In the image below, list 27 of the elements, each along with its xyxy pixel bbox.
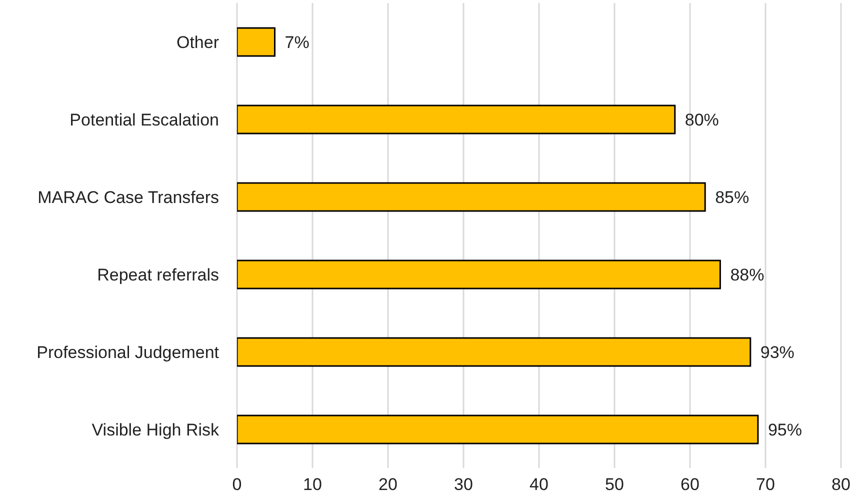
y-tick-label: Potential Escalation [70, 110, 219, 130]
x-tick-label: 40 [530, 475, 548, 494]
x-tick-label: 70 [756, 475, 775, 494]
annotation: 7% [284, 32, 310, 52]
annotation: 85% [715, 188, 750, 207]
y-tick-label: Visible High Risk [92, 420, 220, 440]
bar [237, 414, 759, 444]
annotation: 88% [730, 265, 764, 284]
x-tick-label: 80 [832, 475, 850, 494]
x-tick-label: 60 [680, 475, 700, 494]
annotation: 80% [684, 110, 719, 130]
x-tick-label: 0 [232, 475, 242, 494]
y-tick-label: Other [176, 32, 220, 52]
y-tick-label: MARAC Case Transfers [38, 188, 219, 207]
x-tick-label: 50 [605, 475, 624, 494]
bar [237, 182, 706, 212]
annotation: 93% [760, 342, 794, 362]
x-tick-label: 20 [378, 475, 398, 494]
bar [237, 337, 752, 367]
y-tick-label: Repeat referrals [97, 265, 219, 284]
y-tick-label: Professional Judgement [36, 342, 220, 362]
annotation: 95% [768, 420, 802, 440]
bar [237, 104, 676, 134]
x-tick-label: 10 [303, 475, 322, 494]
bar [237, 27, 276, 57]
bar [237, 260, 721, 290]
x-tick-label: 30 [454, 475, 473, 494]
